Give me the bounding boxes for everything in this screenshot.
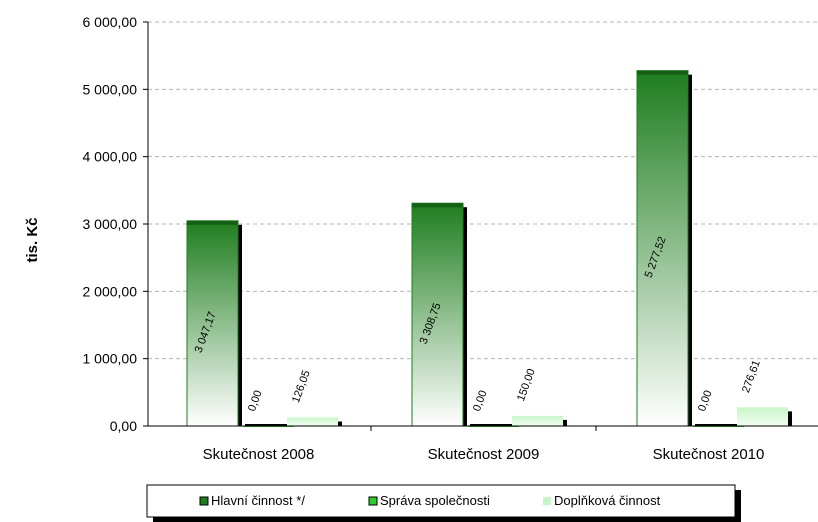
data-label: 0,00 xyxy=(471,389,490,413)
y-tick-label: 1 000,00 xyxy=(83,351,138,367)
y-tick-label: 4 000,00 xyxy=(83,149,138,165)
y-axis-ticks: 0,00 1 000,00 2 000,00 3 000,00 4 000,00 5 00… xyxy=(83,14,148,434)
bar xyxy=(737,407,788,426)
y-axis-label: tis. Kč xyxy=(24,217,41,262)
y-tick-label: 6 000,00 xyxy=(83,14,138,30)
bar-shadow xyxy=(245,424,290,426)
y-tick-label: 2 000,00 xyxy=(83,283,138,299)
bar-top-edge xyxy=(637,70,688,75)
legend-entry-label: Hlavní činnost */ xyxy=(211,493,305,508)
bars xyxy=(186,70,792,427)
data-label: 0,00 xyxy=(696,389,715,413)
x-category-label: Skutečnost 2008 xyxy=(203,446,315,463)
data-label: 276,61 xyxy=(740,359,763,395)
legend-box xyxy=(146,484,736,518)
bar xyxy=(411,202,464,427)
axes xyxy=(147,22,818,431)
x-category-label: Skutečnost 2010 xyxy=(653,446,765,463)
legend: Hlavní činnost */ Správa společnosti Doplň… xyxy=(146,484,741,522)
bar-shadow xyxy=(695,424,740,426)
legend-entry-label: Správa společnosti xyxy=(380,493,490,508)
legend-swatch xyxy=(368,496,378,506)
bar-shadow xyxy=(470,424,515,426)
bar xyxy=(512,415,563,426)
legend-entry-label: Doplňková činnost xyxy=(554,493,661,508)
legend-swatch xyxy=(199,496,209,506)
x-axis-categories: Skutečnost 2008 Skutečnost 2009 Skutečnost… xyxy=(203,446,765,463)
data-label: 126,05 xyxy=(290,369,313,405)
x-category-label: Skutečnost 2009 xyxy=(428,446,540,463)
bar-top-edge xyxy=(412,203,463,208)
y-tick-label: 5 000,00 xyxy=(83,81,138,97)
legend-swatch xyxy=(543,497,551,505)
data-label: 0,00 xyxy=(246,389,265,413)
y-tick-label: 0,00 xyxy=(110,418,137,434)
y-tick-label: 3 000,00 xyxy=(83,216,138,232)
bar xyxy=(287,417,338,426)
bar-top-edge xyxy=(187,220,238,225)
data-label: 150,00 xyxy=(515,367,538,403)
gridlines xyxy=(148,21,818,360)
